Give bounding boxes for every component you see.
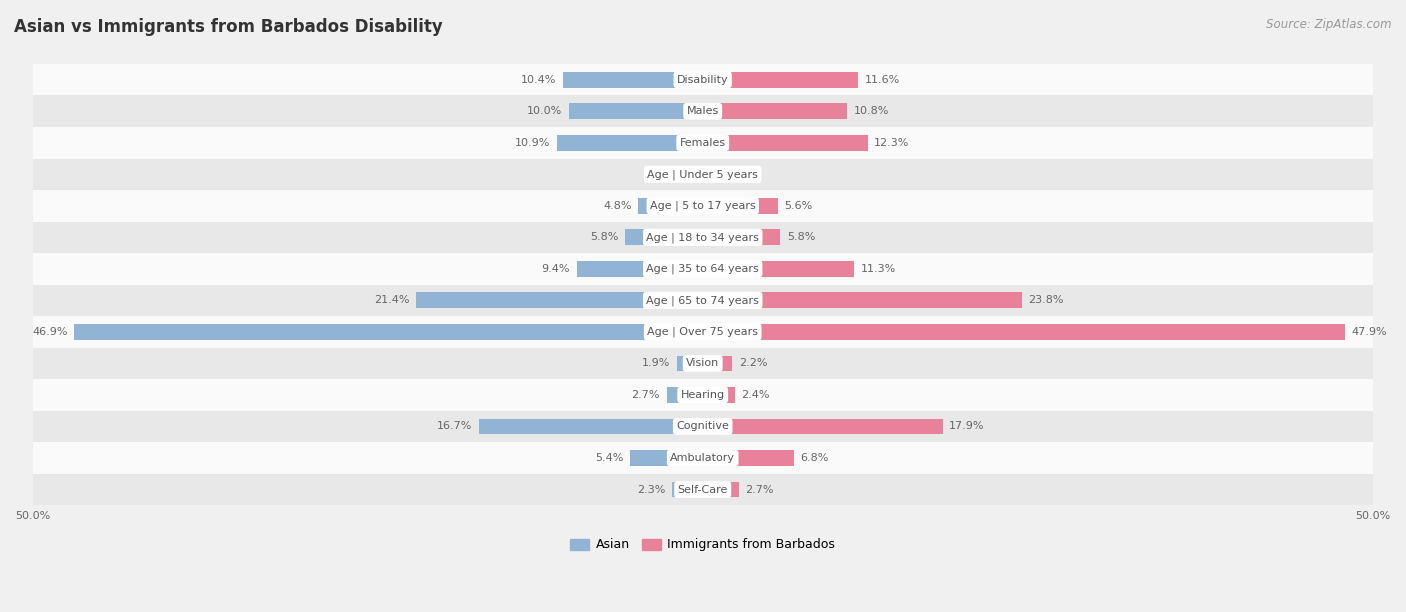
Text: 10.0%: 10.0% [527, 106, 562, 116]
Bar [32, 442, 1372, 474]
Text: 21.4%: 21.4% [374, 296, 409, 305]
Text: Ambulatory: Ambulatory [671, 453, 735, 463]
Text: 5.8%: 5.8% [787, 233, 815, 242]
Bar [576, 261, 703, 277]
Bar [32, 285, 1372, 316]
Text: Source: ZipAtlas.com: Source: ZipAtlas.com [1267, 18, 1392, 31]
Text: Vision: Vision [686, 359, 720, 368]
Bar [479, 419, 703, 435]
Text: 10.8%: 10.8% [855, 106, 890, 116]
Bar [32, 190, 1372, 222]
Bar [32, 64, 1372, 95]
Bar [703, 419, 942, 435]
Text: 1.1%: 1.1% [652, 170, 682, 179]
Bar [703, 135, 868, 151]
Text: 2.3%: 2.3% [637, 485, 665, 494]
Legend: Asian, Immigrants from Barbados: Asian, Immigrants from Barbados [565, 534, 839, 556]
Bar [32, 316, 1372, 348]
Text: 9.4%: 9.4% [541, 264, 569, 274]
Bar [32, 95, 1372, 127]
Text: Cognitive: Cognitive [676, 422, 730, 431]
Text: 5.6%: 5.6% [785, 201, 813, 211]
Bar [703, 198, 778, 214]
Text: Age | 65 to 74 years: Age | 65 to 74 years [647, 295, 759, 305]
Text: Age | Over 75 years: Age | Over 75 years [647, 327, 758, 337]
Bar [32, 348, 1372, 379]
Text: 23.8%: 23.8% [1028, 296, 1064, 305]
Text: 12.3%: 12.3% [875, 138, 910, 147]
Text: 2.7%: 2.7% [745, 485, 775, 494]
Bar [416, 293, 703, 308]
Bar [568, 103, 703, 119]
Text: 11.6%: 11.6% [865, 75, 900, 84]
Text: 10.9%: 10.9% [515, 138, 550, 147]
Bar [703, 166, 716, 182]
Text: 0.97%: 0.97% [723, 170, 758, 179]
Bar [703, 261, 855, 277]
Text: Males: Males [686, 106, 718, 116]
Bar [32, 127, 1372, 159]
Text: 1.9%: 1.9% [643, 359, 671, 368]
Text: Self-Care: Self-Care [678, 485, 728, 494]
Bar [32, 411, 1372, 442]
Bar [678, 356, 703, 371]
Text: 6.8%: 6.8% [800, 453, 830, 463]
Text: 2.7%: 2.7% [631, 390, 659, 400]
Text: Disability: Disability [676, 75, 728, 84]
Text: 17.9%: 17.9% [949, 422, 984, 431]
Bar [703, 450, 794, 466]
Text: 4.8%: 4.8% [603, 201, 631, 211]
Text: Age | Under 5 years: Age | Under 5 years [647, 169, 758, 179]
Bar [688, 166, 703, 182]
Bar [630, 450, 703, 466]
Bar [638, 198, 703, 214]
Text: 10.4%: 10.4% [522, 75, 557, 84]
Bar [703, 387, 735, 403]
Text: 2.2%: 2.2% [740, 359, 768, 368]
Bar [672, 482, 703, 498]
Bar [666, 387, 703, 403]
Bar [564, 72, 703, 88]
Text: Age | 35 to 64 years: Age | 35 to 64 years [647, 264, 759, 274]
Bar [703, 293, 1022, 308]
Bar [32, 253, 1372, 285]
Bar [703, 482, 740, 498]
Bar [626, 230, 703, 245]
Text: 47.9%: 47.9% [1351, 327, 1386, 337]
Text: 46.9%: 46.9% [32, 327, 67, 337]
Bar [32, 159, 1372, 190]
Bar [557, 135, 703, 151]
Bar [32, 474, 1372, 506]
Text: Asian vs Immigrants from Barbados Disability: Asian vs Immigrants from Barbados Disabi… [14, 18, 443, 36]
Bar [75, 324, 703, 340]
Bar [703, 324, 1344, 340]
Bar [703, 72, 858, 88]
Text: Age | 18 to 34 years: Age | 18 to 34 years [647, 232, 759, 242]
Text: 11.3%: 11.3% [860, 264, 896, 274]
Text: 5.8%: 5.8% [591, 233, 619, 242]
Text: Hearing: Hearing [681, 390, 724, 400]
Bar [32, 222, 1372, 253]
Text: 16.7%: 16.7% [437, 422, 472, 431]
Text: 5.4%: 5.4% [595, 453, 624, 463]
Text: Age | 5 to 17 years: Age | 5 to 17 years [650, 201, 755, 211]
Text: 2.4%: 2.4% [741, 390, 770, 400]
Bar [703, 356, 733, 371]
Bar [703, 103, 848, 119]
Bar [32, 379, 1372, 411]
Text: Females: Females [679, 138, 725, 147]
Bar [703, 230, 780, 245]
